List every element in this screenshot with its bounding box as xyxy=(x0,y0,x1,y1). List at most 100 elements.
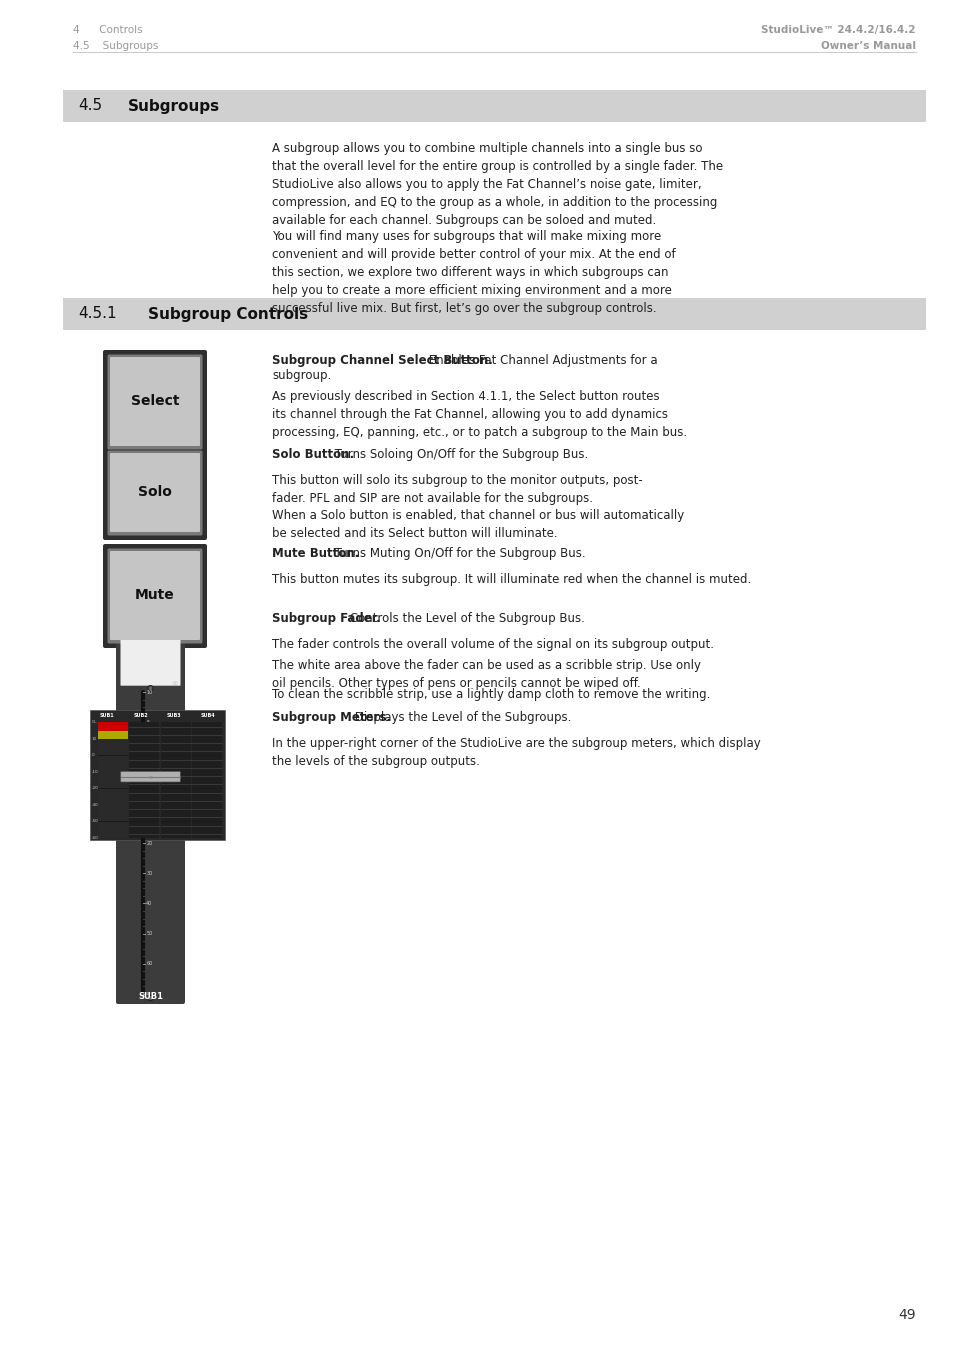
Text: Select: Select xyxy=(131,394,179,408)
Text: -50: -50 xyxy=(91,819,99,823)
Bar xyxy=(129,722,159,730)
Text: Controls the Level of the Subgroup Bus.: Controls the Level of the Subgroup Bus. xyxy=(346,612,584,625)
Text: To clean the scribble strip, use a lightly damp cloth to remove the writing.: To clean the scribble strip, use a light… xyxy=(272,687,710,701)
Bar xyxy=(192,756,222,764)
FancyBboxPatch shape xyxy=(108,548,202,644)
Text: 5: 5 xyxy=(146,780,150,786)
Text: When a Solo button is enabled, that channel or bus will automatically
be selecte: When a Solo button is enabled, that chan… xyxy=(272,509,683,540)
FancyBboxPatch shape xyxy=(108,451,202,536)
Text: Mute: Mute xyxy=(135,589,174,602)
FancyBboxPatch shape xyxy=(116,610,185,1004)
Text: -40: -40 xyxy=(91,803,98,807)
Bar xyxy=(192,772,222,780)
Bar xyxy=(63,90,925,122)
Bar xyxy=(192,780,222,788)
Bar xyxy=(129,796,159,805)
Bar xyxy=(129,748,159,756)
Bar xyxy=(97,822,128,830)
Bar xyxy=(160,722,191,730)
Text: 4.5: 4.5 xyxy=(78,99,102,113)
Text: The white area above the fader can be used as a scribble strip. Use only
oil pen: The white area above the fader can be us… xyxy=(272,659,700,690)
Text: Solo: Solo xyxy=(138,485,172,500)
Bar xyxy=(160,756,191,764)
Text: 50: 50 xyxy=(146,931,152,936)
Text: You will find many uses for subgroups that will make mixing more
convenient and : You will find many uses for subgroups th… xyxy=(272,230,675,315)
Bar xyxy=(97,780,128,788)
Bar xyxy=(160,822,191,830)
FancyBboxPatch shape xyxy=(103,350,207,454)
Bar xyxy=(97,796,128,805)
Text: Subgroup Meters.: Subgroup Meters. xyxy=(272,710,391,724)
Bar xyxy=(192,764,222,772)
Text: subgroup.: subgroup. xyxy=(272,369,331,382)
Bar xyxy=(129,788,159,796)
FancyBboxPatch shape xyxy=(120,614,180,686)
Bar xyxy=(160,788,191,796)
Text: dB: dB xyxy=(172,682,179,686)
Bar xyxy=(129,830,159,838)
Text: StudioLive™ 24.4.2/16.4.2: StudioLive™ 24.4.2/16.4.2 xyxy=(760,26,915,35)
Text: 5: 5 xyxy=(146,720,150,725)
Text: 20: 20 xyxy=(146,841,152,845)
FancyBboxPatch shape xyxy=(108,355,202,450)
Text: 30: 30 xyxy=(146,871,152,876)
Bar xyxy=(192,813,222,821)
Bar xyxy=(97,756,128,764)
FancyBboxPatch shape xyxy=(110,551,200,640)
Bar xyxy=(97,722,128,838)
Bar xyxy=(97,764,128,772)
Bar xyxy=(192,730,222,738)
Circle shape xyxy=(149,687,152,690)
Text: -20: -20 xyxy=(91,787,99,791)
Bar xyxy=(160,748,191,756)
Text: Subgroups: Subgroups xyxy=(128,99,220,113)
Text: 4      Controls: 4 Controls xyxy=(73,26,143,35)
Bar xyxy=(192,722,222,838)
Bar xyxy=(192,722,222,730)
Bar xyxy=(160,730,191,738)
Bar xyxy=(129,756,159,764)
Text: Turns Muting On/Off for the Subgroup Bus.: Turns Muting On/Off for the Subgroup Bus… xyxy=(331,547,585,560)
Circle shape xyxy=(148,995,152,1000)
Bar xyxy=(90,710,225,840)
Bar xyxy=(129,822,159,830)
Bar xyxy=(192,822,222,830)
Text: -10: -10 xyxy=(91,769,98,774)
Text: Enables Fat Channel Adjustments for a: Enables Fat Channel Adjustments for a xyxy=(424,354,657,367)
Circle shape xyxy=(149,996,152,999)
Bar xyxy=(129,780,159,788)
Text: 49: 49 xyxy=(898,1308,915,1322)
FancyBboxPatch shape xyxy=(110,454,200,532)
Bar xyxy=(192,748,222,756)
Bar xyxy=(129,805,159,813)
FancyBboxPatch shape xyxy=(110,356,200,446)
Text: The fader controls the overall volume of the signal on its subgroup output.: The fader controls the overall volume of… xyxy=(272,639,713,651)
Text: 40: 40 xyxy=(146,900,152,906)
Bar xyxy=(160,805,191,813)
Text: Turns Soloing On/Off for the Subgroup Bus.: Turns Soloing On/Off for the Subgroup Bu… xyxy=(331,448,588,462)
Bar xyxy=(192,805,222,813)
Bar xyxy=(192,738,222,747)
Text: A subgroup allows you to combine multiple channels into a single bus so
that the: A subgroup allows you to combine multipl… xyxy=(272,142,722,227)
Text: 4.5.1: 4.5.1 xyxy=(78,306,116,321)
Bar xyxy=(129,813,159,821)
Bar xyxy=(129,730,159,738)
Bar xyxy=(192,788,222,796)
FancyBboxPatch shape xyxy=(121,771,180,782)
Bar xyxy=(160,813,191,821)
Bar xyxy=(129,764,159,772)
Bar xyxy=(192,796,222,805)
Text: Subgroup Channel Select Button.: Subgroup Channel Select Button. xyxy=(272,354,493,367)
Text: ∞: ∞ xyxy=(145,991,149,996)
Text: 60: 60 xyxy=(146,961,152,967)
Text: Mute Button.: Mute Button. xyxy=(272,547,359,560)
Bar xyxy=(97,748,128,756)
Bar xyxy=(129,722,159,838)
FancyBboxPatch shape xyxy=(103,446,207,540)
Text: Owner’s Manual: Owner’s Manual xyxy=(821,40,915,51)
Bar xyxy=(97,772,128,780)
Bar xyxy=(192,830,222,838)
Circle shape xyxy=(148,686,152,691)
Bar xyxy=(129,772,159,780)
Text: Solo Button.: Solo Button. xyxy=(272,448,354,462)
